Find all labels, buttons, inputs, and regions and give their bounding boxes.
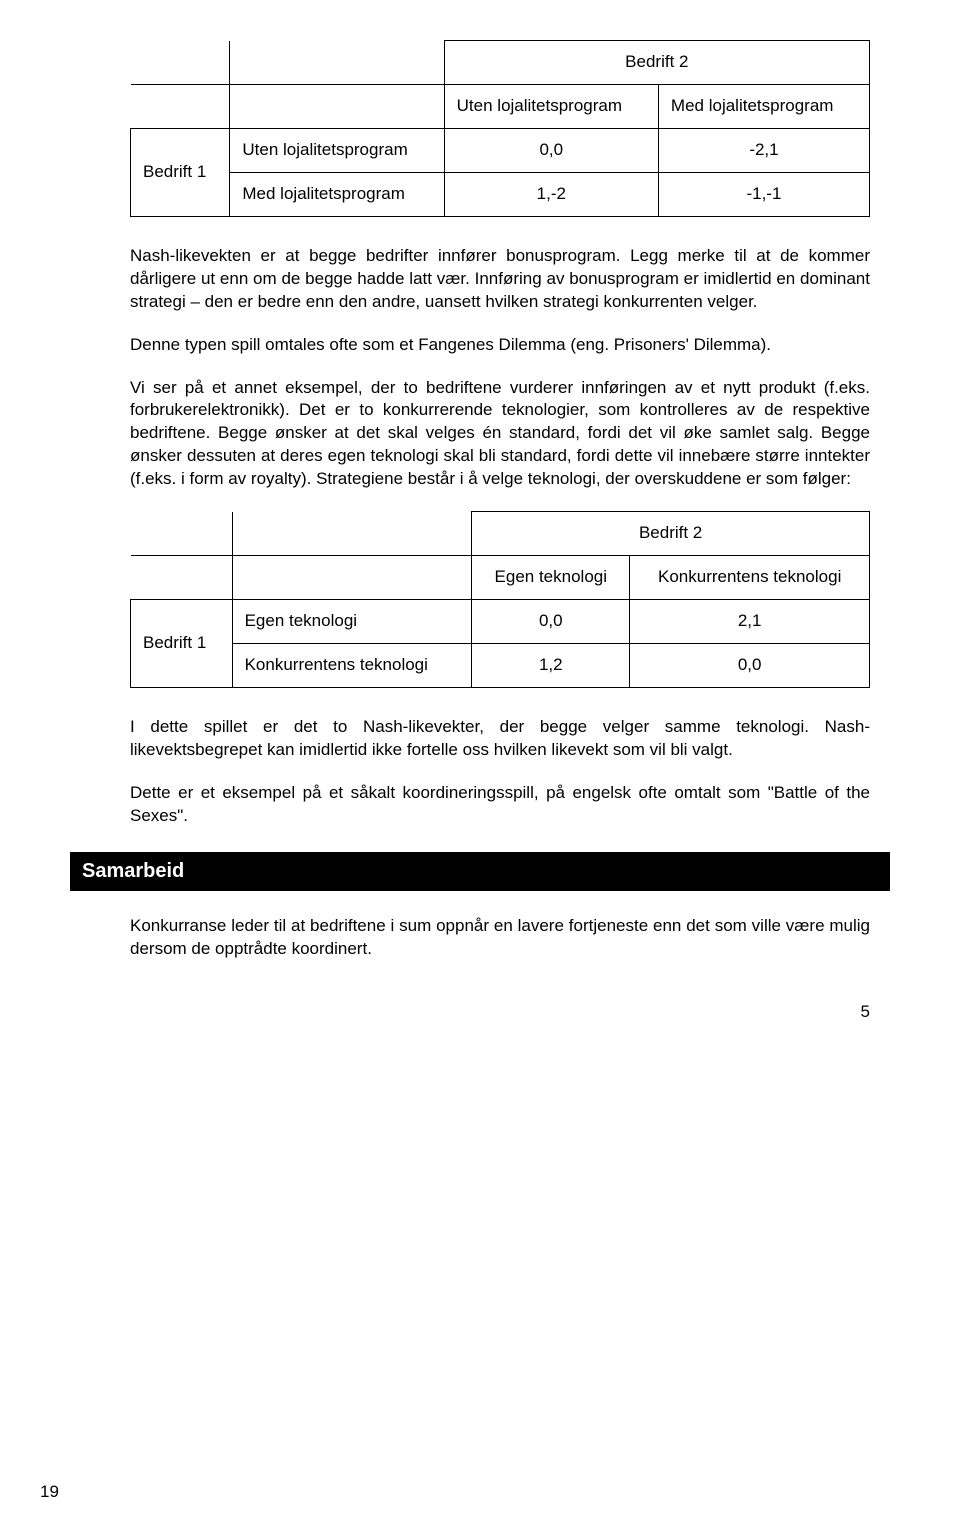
table2-col2: Konkurrentens teknologi — [630, 556, 870, 600]
table2-row0-c1: 0,0 — [472, 600, 630, 644]
table1-row0-c2: -2,1 — [658, 128, 869, 172]
payoff-table-1: Bedrift 2 Uten lojalitetsprogram Med loj… — [130, 40, 870, 217]
paragraph-4: I dette spillet er det to Nash-likevekte… — [130, 716, 870, 762]
paragraph-6: Konkurranse leder til at bedriftene i su… — [130, 915, 870, 961]
table1-col2: Med lojalitetsprogram — [658, 84, 869, 128]
table1-row0-label: Uten lojalitetsprogram — [230, 128, 444, 172]
table2-row1-label: Konkurrentens teknologi — [232, 644, 472, 688]
paragraph-3: Vi ser på et annet eksempel, der to bedr… — [130, 377, 870, 492]
table1-row1-c2: -1,-1 — [658, 172, 869, 216]
empty-cell — [232, 556, 472, 600]
page-number-left: 19 — [40, 1481, 59, 1504]
page-number-right: 5 — [130, 1001, 870, 1024]
table2-row0-label: Egen teknologi — [232, 600, 472, 644]
table1-col1: Uten lojalitetsprogram — [444, 84, 658, 128]
section-heading-samarbeid: Samarbeid — [70, 852, 890, 891]
table1-rowlabel: Bedrift 1 — [131, 128, 230, 216]
table1-row1-label: Med lojalitetsprogram — [230, 172, 444, 216]
empty-cell — [131, 84, 230, 128]
table2-header: Bedrift 2 — [472, 512, 870, 556]
empty-cell — [131, 512, 233, 556]
paragraph-2: Denne typen spill omtales ofte som et Fa… — [130, 334, 870, 357]
empty-cell — [232, 512, 472, 556]
table1-row1-c1: 1,-2 — [444, 172, 658, 216]
empty-cell — [230, 41, 444, 85]
table2-col1: Egen teknologi — [472, 556, 630, 600]
empty-cell — [230, 84, 444, 128]
empty-cell — [131, 556, 233, 600]
paragraph-5: Dette er et eksempel på et såkalt koordi… — [130, 782, 870, 828]
table2-row0-c2: 2,1 — [630, 600, 870, 644]
table2-row1-c1: 1,2 — [472, 644, 630, 688]
table1-row0-c1: 0,0 — [444, 128, 658, 172]
table1-header: Bedrift 2 — [444, 41, 869, 85]
payoff-table-2: Bedrift 2 Egen teknologi Konkurrentens t… — [130, 511, 870, 688]
table2-row1-c2: 0,0 — [630, 644, 870, 688]
empty-cell — [131, 41, 230, 85]
table2-rowlabel: Bedrift 1 — [131, 600, 233, 688]
paragraph-1: Nash-likevekten er at begge bedrifter in… — [130, 245, 870, 314]
